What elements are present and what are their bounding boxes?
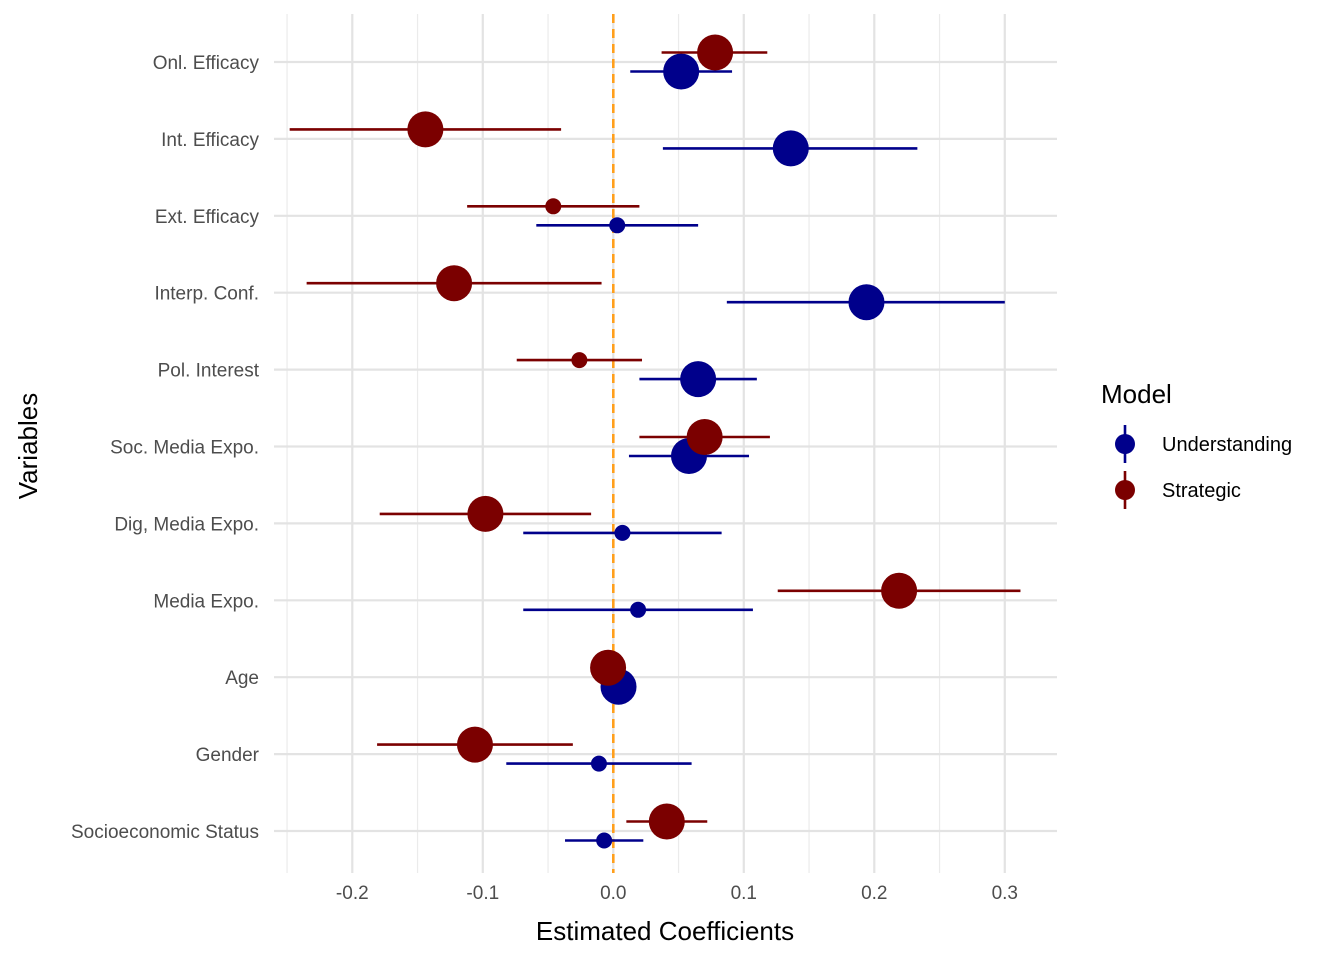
data-marks (289, 34, 1021, 849)
y-tick-label: Age (225, 668, 259, 689)
y-tick-label: Gender (196, 745, 260, 766)
point-estimate (881, 572, 918, 609)
legend-title: Model (1101, 379, 1172, 409)
point-estimate (648, 803, 685, 840)
y-tick-label: Ext. Efficacy (155, 207, 260, 228)
series-strategic (289, 34, 1021, 840)
point-estimate (609, 217, 626, 234)
x-tick-label: 0.3 (992, 883, 1018, 904)
legend: Model Understanding Strategic (1101, 379, 1292, 509)
point-estimate (680, 361, 717, 398)
x-tick-label: 0.2 (861, 883, 887, 904)
y-tick-label: Int. Efficacy (161, 130, 259, 151)
x-tick-label: 0.0 (600, 883, 626, 904)
point-estimate (590, 755, 607, 772)
point-estimate (456, 726, 493, 763)
legend-item-strategic: Strategic (1115, 471, 1241, 509)
x-axis-tick-labels: -0.2 -0.1 0.0 0.1 0.2 0.3 (336, 883, 1018, 904)
x-axis-title: Estimated Coefficients (536, 916, 794, 946)
point-estimate (663, 53, 700, 90)
legend-items: Understanding Strategic (1115, 425, 1292, 509)
point-estimate (571, 352, 588, 369)
y-axis-tick-labels: Onl. Efficacy Int. Efficacy Ext. Efficacy I… (71, 53, 260, 843)
x-tick-label: -0.2 (336, 883, 369, 904)
point-estimate (545, 198, 562, 215)
point-estimate (596, 832, 613, 849)
point-estimate (630, 601, 647, 618)
point-estimate (697, 34, 734, 71)
y-tick-label: Pol. Interest (158, 361, 260, 382)
point-estimate (590, 649, 627, 686)
y-tick-label: Socioeconomic Status (71, 822, 259, 843)
point-estimate (848, 284, 885, 321)
point-estimate (614, 524, 631, 541)
legend-key-dot (1115, 434, 1135, 454)
grid (274, 14, 1057, 873)
legend-key-dot (1115, 480, 1135, 500)
legend-item-understanding: Understanding (1115, 425, 1292, 463)
y-tick-label: Onl. Efficacy (153, 53, 260, 74)
legend-label: Understanding (1162, 434, 1292, 456)
x-tick-label: 0.1 (731, 883, 757, 904)
point-estimate (407, 111, 444, 148)
x-tick-label: -0.1 (466, 883, 499, 904)
legend-label: Strategic (1162, 480, 1241, 502)
y-axis-title: Variables (13, 393, 43, 499)
point-estimate (772, 130, 809, 167)
y-tick-label: Media Expo. (153, 591, 259, 612)
point-estimate (436, 265, 473, 302)
y-tick-label: Dig, Media Expo. (114, 514, 259, 535)
y-tick-label: Soc. Media Expo. (110, 438, 259, 459)
series-understanding (506, 53, 1005, 849)
point-estimate (467, 495, 504, 532)
y-tick-label: Interp. Conf. (154, 284, 259, 305)
point-estimate (686, 419, 723, 455)
